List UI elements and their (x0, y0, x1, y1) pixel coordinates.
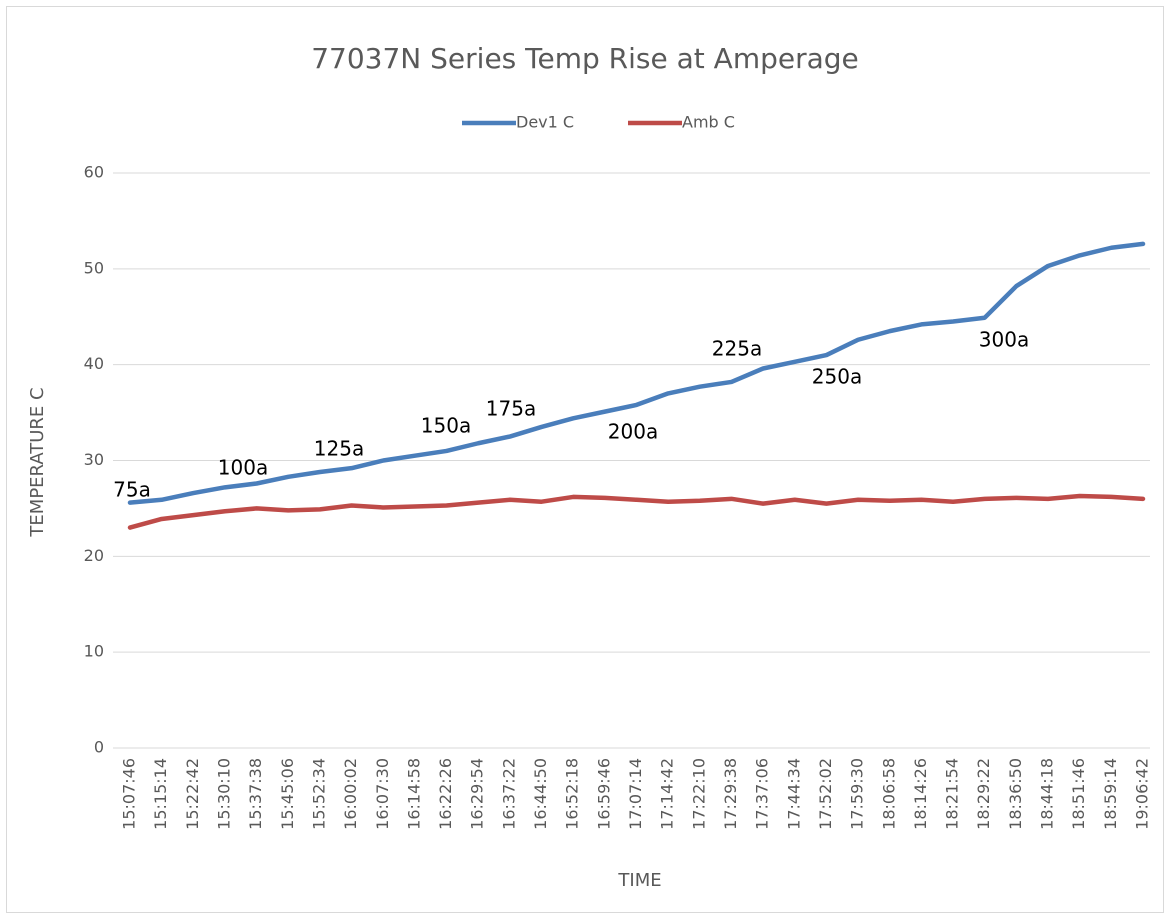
x-tick-label: 17:52:02 (816, 758, 835, 830)
annotation: 225a (712, 337, 762, 361)
x-tick-label: 16:07:30 (373, 758, 392, 830)
annotation: 200a (608, 420, 658, 444)
x-tick-label: 18:14:26 (911, 758, 930, 830)
y-tick-label: 20 (84, 546, 104, 565)
y-tick-label: 10 (84, 642, 104, 661)
x-tick-label: 15:07:46 (120, 758, 139, 830)
chart-title: 77037N Series Temp Rise at Amperage (311, 42, 859, 75)
x-tick-label: 18:21:54 (943, 758, 962, 830)
x-tick-label: 16:37:22 (499, 758, 518, 830)
x-tick-label: 17:29:38 (721, 758, 740, 830)
chart-frame (6, 6, 1164, 913)
x-tick-label: 15:15:14 (151, 758, 170, 830)
x-tick-label: 16:22:26 (436, 758, 455, 830)
x-axis-title: TIME (617, 870, 661, 891)
x-tick-label: 19:06:42 (1133, 758, 1152, 830)
y-tick-label: 60 (84, 163, 104, 182)
x-tick-label: 16:29:54 (468, 758, 487, 830)
x-tick-label: 15:45:06 (278, 758, 297, 830)
series-line (127, 493, 1146, 530)
annotation: 125a (314, 437, 364, 461)
annotation: 75a (113, 478, 151, 502)
y-tick-label: 0 (94, 738, 104, 757)
x-tick-label: 15:30:10 (214, 758, 233, 830)
annotation: 150a (421, 414, 471, 438)
x-tick-label: 15:37:38 (246, 758, 265, 830)
series-line (127, 241, 1146, 505)
x-tick-label: 16:59:46 (594, 758, 613, 830)
x-tick-label: 16:00:02 (341, 758, 360, 830)
x-tick-label: 18:59:14 (1101, 758, 1120, 830)
x-tick-label: 16:14:58 (404, 758, 423, 830)
annotation: 250a (812, 365, 862, 389)
x-tick-label: 18:51:46 (1069, 758, 1088, 830)
x-tick-label: 17:37:06 (753, 758, 772, 830)
legend-label: Amb C (682, 113, 735, 132)
annotation: 100a (218, 456, 268, 480)
x-tick-label: 15:22:42 (183, 758, 202, 830)
legend-label: Dev1 C (516, 113, 574, 132)
x-tick-label: 15:52:34 (309, 758, 328, 830)
x-tick-label: 16:52:18 (563, 758, 582, 830)
x-tick-label: 18:36:50 (1006, 758, 1025, 830)
y-tick-label: 50 (84, 258, 104, 277)
annotation: 300a (979, 328, 1029, 352)
annotation: 175a (486, 397, 536, 421)
x-tick-label: 18:06:58 (879, 758, 898, 830)
x-tick-label: 16:44:50 (531, 758, 550, 830)
y-tick-label: 30 (84, 450, 104, 469)
x-tick-label: 17:44:34 (784, 758, 803, 830)
y-tick-label: 40 (84, 354, 104, 373)
y-axis-title: TEMPERATURE C (27, 387, 48, 537)
x-tick-label: 17:07:14 (626, 758, 645, 830)
x-tick-label: 17:22:10 (689, 758, 708, 830)
x-tick-label: 17:59:30 (848, 758, 867, 830)
x-tick-label: 18:29:22 (974, 758, 993, 830)
x-tick-label: 17:14:42 (658, 758, 677, 830)
x-tick-label: 18:44:18 (1038, 758, 1057, 830)
